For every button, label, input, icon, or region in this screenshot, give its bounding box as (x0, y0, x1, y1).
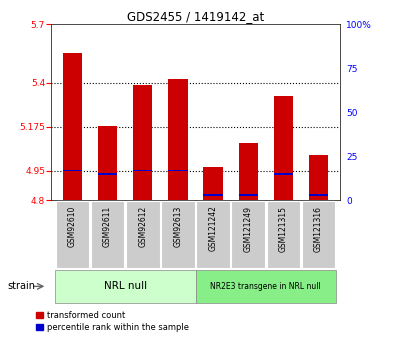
FancyBboxPatch shape (161, 201, 195, 268)
Bar (63, 53, 82, 200)
Text: strain: strain (8, 282, 36, 291)
Text: GSM121316: GSM121316 (314, 206, 323, 252)
Bar (309, 194, 328, 196)
Bar (63, 170, 82, 171)
FancyBboxPatch shape (231, 201, 265, 268)
Bar (203, 167, 223, 200)
Text: GSM92612: GSM92612 (138, 206, 147, 247)
Bar (239, 144, 258, 200)
Text: NRL null: NRL null (103, 282, 147, 291)
Text: GSM121315: GSM121315 (279, 206, 288, 252)
FancyBboxPatch shape (126, 201, 160, 268)
FancyBboxPatch shape (55, 270, 196, 303)
Bar (168, 170, 188, 171)
Bar (133, 85, 152, 200)
FancyBboxPatch shape (302, 201, 335, 268)
Bar (98, 173, 117, 175)
Bar (309, 155, 328, 200)
Bar (133, 170, 152, 171)
FancyBboxPatch shape (56, 201, 89, 268)
FancyBboxPatch shape (91, 201, 124, 268)
Text: GSM92610: GSM92610 (68, 206, 77, 247)
Bar (98, 126, 117, 200)
FancyBboxPatch shape (267, 201, 300, 268)
Bar (274, 173, 293, 175)
FancyBboxPatch shape (196, 201, 230, 268)
Title: GDS2455 / 1419142_at: GDS2455 / 1419142_at (127, 10, 264, 23)
Text: GSM92611: GSM92611 (103, 206, 112, 247)
Legend: transformed count, percentile rank within the sample: transformed count, percentile rank withi… (36, 311, 188, 332)
Bar (274, 97, 293, 200)
Text: NR2E3 transgene in NRL null: NR2E3 transgene in NRL null (211, 282, 321, 291)
Bar (168, 79, 188, 200)
Text: GSM121242: GSM121242 (209, 206, 218, 252)
Bar (203, 195, 223, 196)
Bar (239, 194, 258, 196)
Text: GSM92613: GSM92613 (173, 206, 182, 247)
FancyBboxPatch shape (196, 270, 336, 303)
Text: GSM121249: GSM121249 (244, 206, 253, 252)
